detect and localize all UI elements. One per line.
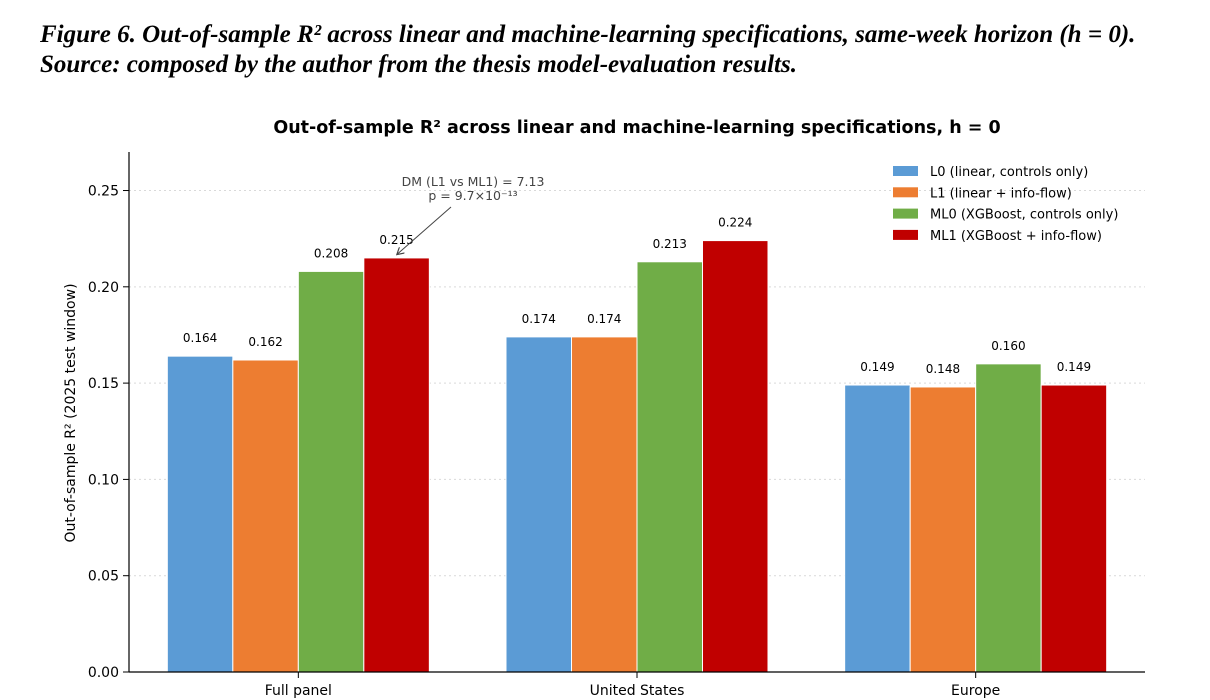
bar-value-label: 0.174	[522, 312, 556, 326]
y-tick-label: 0.25	[88, 184, 119, 200]
bar	[975, 363, 1042, 673]
y-tick-label: 0.00	[88, 665, 119, 681]
bar-value-label: 0.174	[587, 312, 621, 326]
legend-label: L1 (linear + info-flow)	[930, 186, 1072, 201]
bar	[363, 257, 430, 673]
legend-label: ML0 (XGBoost, controls only)	[930, 208, 1118, 223]
bar-value-label: 0.148	[926, 362, 960, 376]
y-tick-label: 0.20	[88, 280, 119, 296]
bar-value-label: 0.160	[991, 339, 1025, 353]
y-tick-label: 0.05	[88, 569, 119, 585]
bar-value-label: 0.164	[183, 331, 217, 345]
figure-caption: Figure 6. Out-of-sample R² across linear…	[40, 20, 1190, 80]
figure-caption-source: Source: composed by the author from the …	[40, 51, 797, 78]
y-tick-label: 0.15	[88, 376, 119, 392]
bar-value-label: 0.215	[379, 233, 413, 247]
bar	[909, 386, 977, 673]
bar	[232, 359, 299, 673]
legend-label: ML1 (XGBoost + info-flow)	[930, 229, 1102, 244]
bar-value-label: 0.213	[653, 237, 687, 251]
x-tick-label: Europe	[951, 683, 1000, 699]
legend-swatch	[893, 187, 918, 198]
legend-swatch	[893, 166, 918, 176]
chart-title: Out-of-sample R² across linear and machi…	[273, 118, 1000, 138]
bar	[702, 240, 769, 673]
legend-label: L0 (linear, controls only)	[930, 165, 1088, 180]
annotation-arrow	[398, 206, 452, 254]
legend: L0 (linear, controls only) L1 (linear + i…	[893, 165, 1118, 244]
bar-value-label: 0.208	[314, 246, 348, 260]
bar-value-label: 0.149	[860, 360, 894, 374]
bar	[505, 336, 572, 673]
legend-swatch	[893, 229, 918, 240]
bar	[571, 336, 638, 673]
bar	[1040, 384, 1108, 673]
bar	[844, 384, 911, 673]
bar-value-label: 0.162	[248, 335, 282, 349]
x-tick-label: Full panel	[265, 683, 332, 699]
x-tick-label: United States	[590, 683, 685, 699]
y-tick-label: 0.10	[88, 472, 119, 488]
bar-value-label: 0.149	[1057, 360, 1091, 374]
figure-caption-title: Figure 6. Out-of-sample R² across linear…	[40, 21, 1136, 48]
bar	[166, 355, 234, 673]
bar	[297, 270, 365, 673]
bar-value-labels: 0.164 0.162 0.208 0.215 0.174 0.174 0.213 0.224…	[183, 216, 1091, 376]
bar-value-label: 0.224	[718, 216, 752, 230]
legend-swatch	[893, 208, 918, 219]
dm-annotation: DM (L1 vs ML1) = 7.13p = 9.7×10⁻¹³	[398, 174, 545, 254]
annotation-text-p: p = 9.7×10⁻¹³	[428, 188, 517, 203]
annotation-text-dm: DM (L1 vs ML1) = 7.13	[402, 174, 545, 189]
bar	[636, 261, 703, 673]
y-axis-label: Out-of-sample R² (2025 test window)	[63, 283, 79, 542]
bars	[166, 240, 1108, 673]
axes: 0.00 0.05 0.10 0.15 0.20 0.25 Full panel United…	[88, 152, 1145, 699]
